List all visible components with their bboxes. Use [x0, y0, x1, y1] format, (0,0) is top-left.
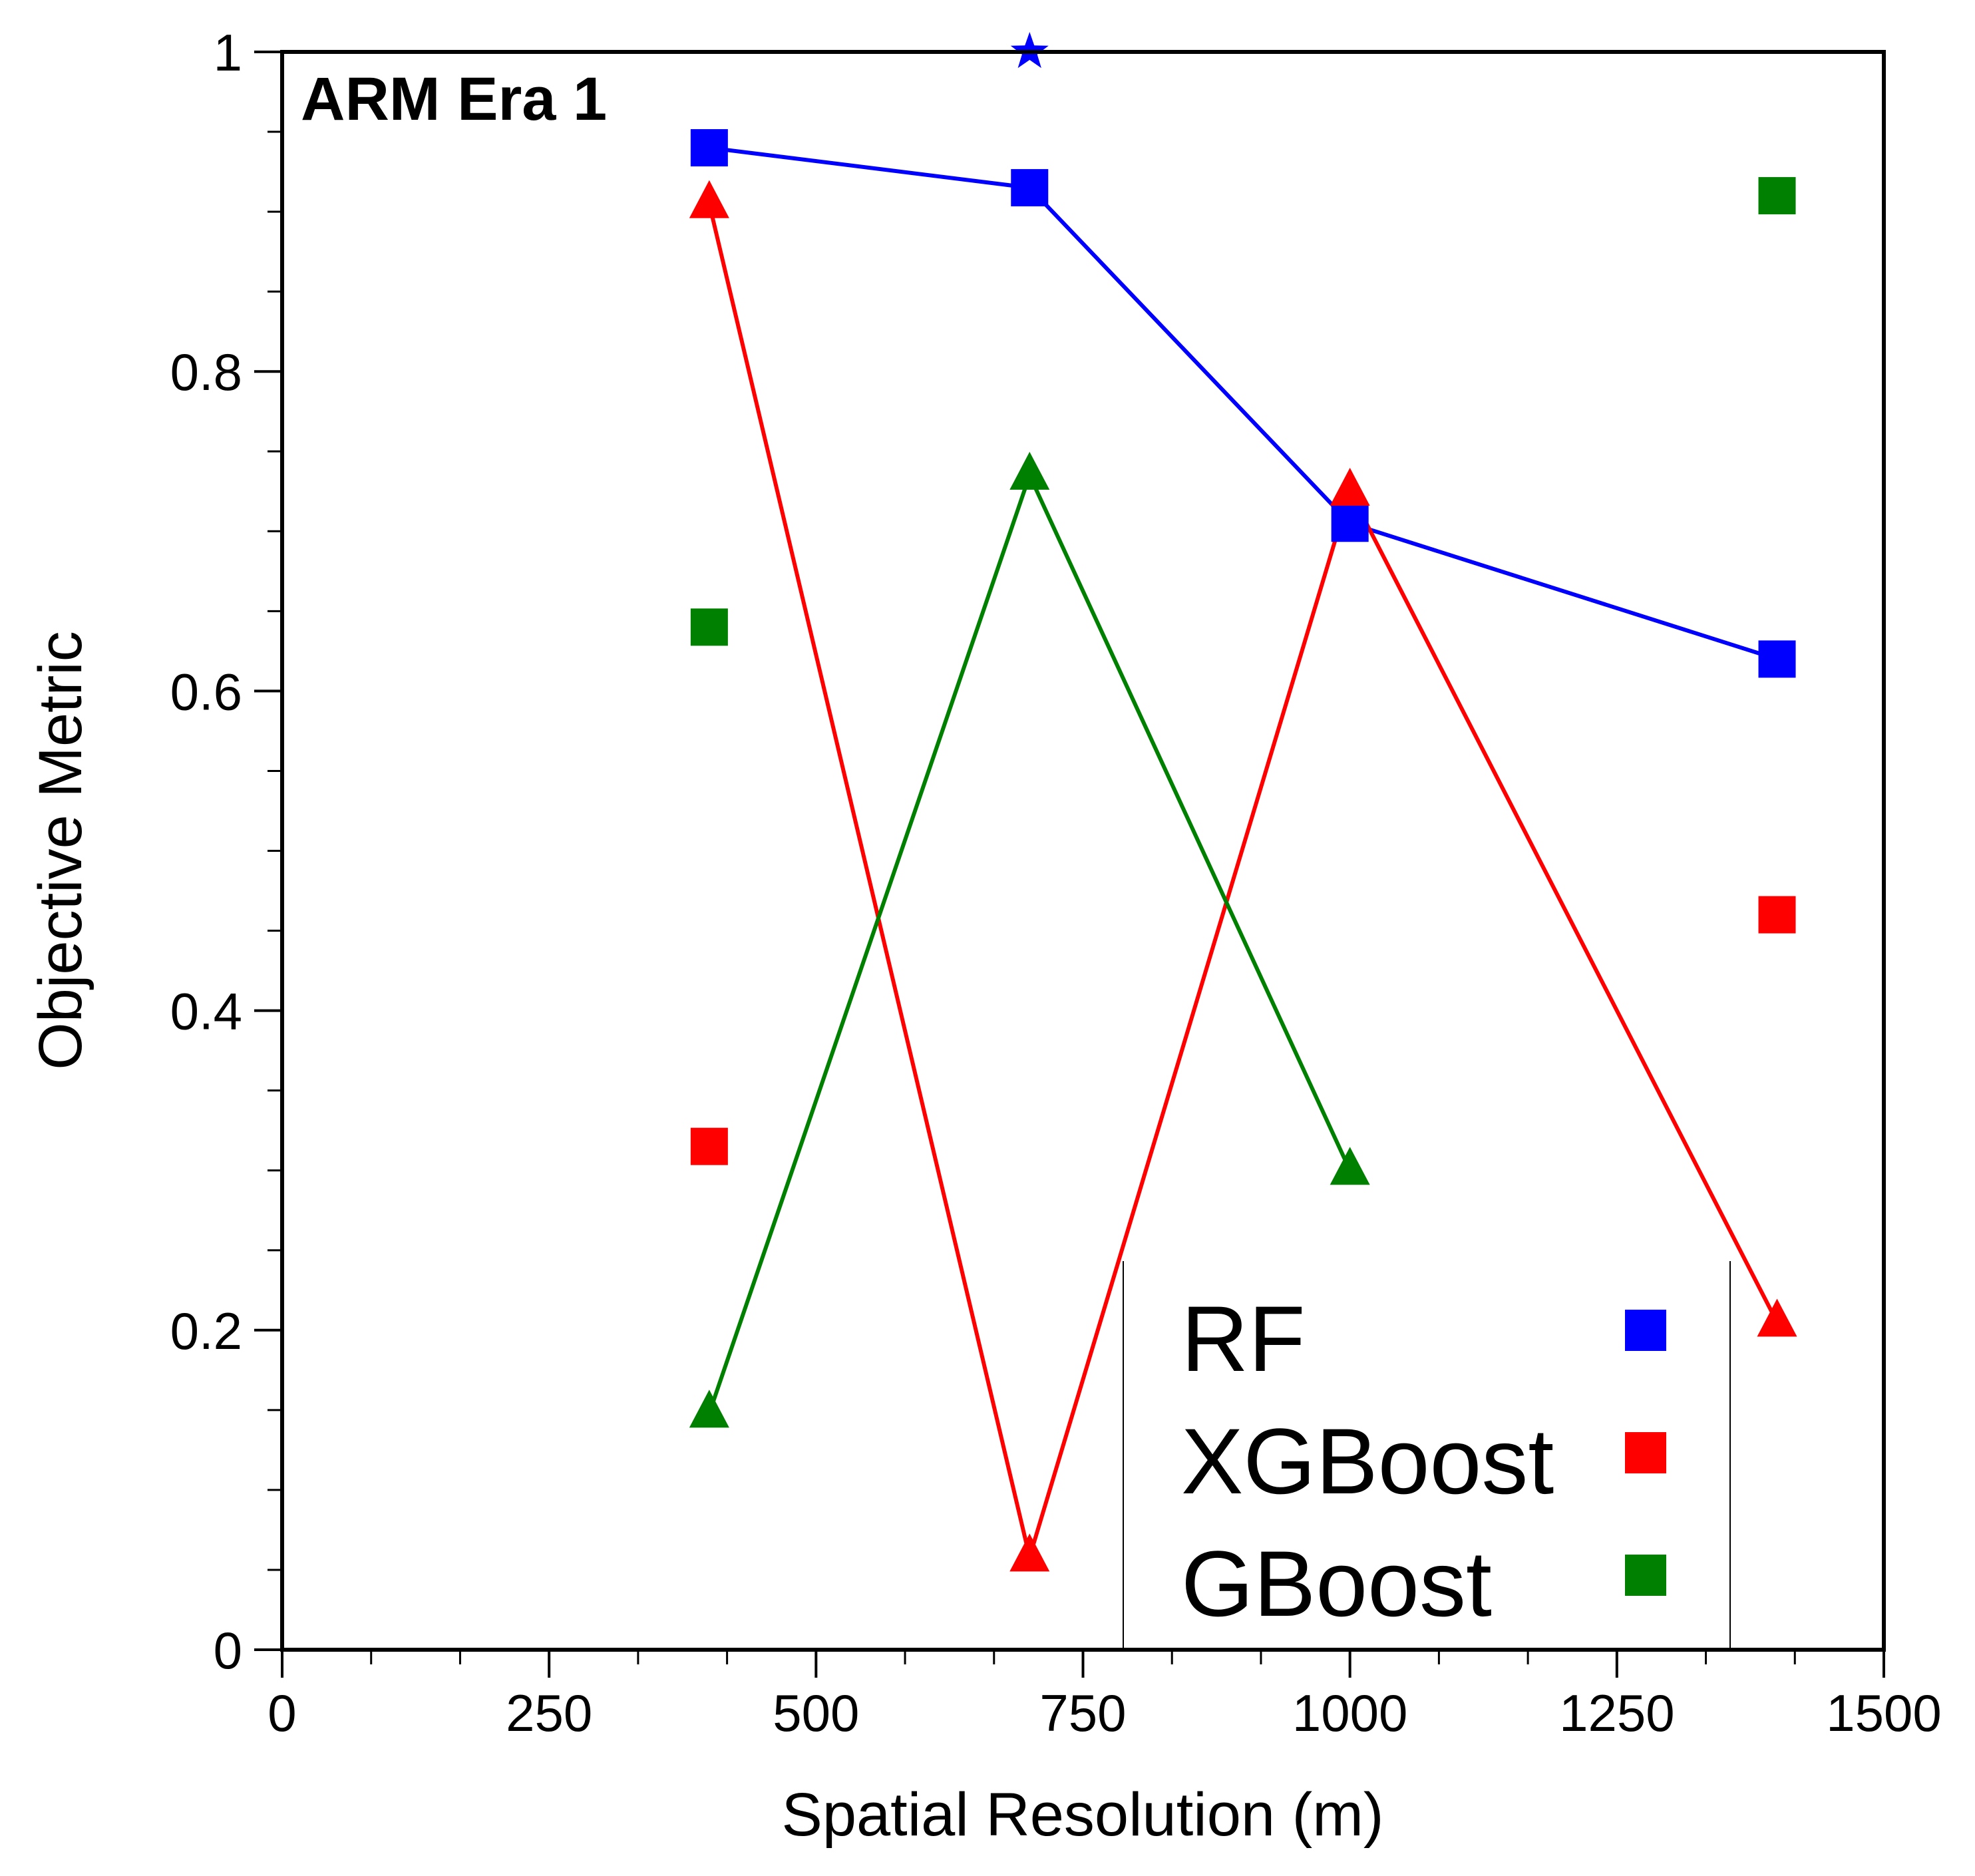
- x-tick-label: 1500: [1826, 1684, 1942, 1742]
- rf-line: [709, 146, 1778, 661]
- xgboost-triangle-point: [1757, 1298, 1797, 1337]
- xgboost-triangle-point: [689, 180, 729, 218]
- plot-frame: [280, 50, 1886, 1652]
- xgboost-square-point: [1758, 896, 1796, 934]
- y-tick-label: 1: [214, 23, 242, 82]
- x-tick-label: 250: [506, 1684, 592, 1742]
- rf-square-point: [1331, 504, 1369, 542]
- rf-square-point: [1758, 640, 1796, 678]
- y-tick-label: 0.8: [170, 343, 242, 401]
- legend-swatch-rf: [1625, 1310, 1666, 1351]
- legend-label-xgboost: XGBoost: [1181, 1409, 1554, 1513]
- legend-swatch-gboost: [1625, 1555, 1666, 1596]
- xgboost-line: [707, 203, 1779, 1559]
- xgboost-triangle-point: [1330, 467, 1370, 506]
- xgboost-triangle-point: [1009, 1533, 1050, 1572]
- legend-swatch-xgboost: [1625, 1432, 1666, 1473]
- x-tick-label: 500: [773, 1684, 859, 1742]
- legend-label-gboost: GBoost: [1181, 1531, 1492, 1636]
- x-axis-title: Spatial Resolution (m): [781, 1781, 1383, 1849]
- gboost-triangle-point: [1330, 1147, 1370, 1185]
- x-tick-label: 0: [268, 1684, 296, 1742]
- y-tick-label: 0.4: [170, 982, 242, 1041]
- y-tick-label: 0.6: [170, 662, 242, 721]
- series-markers: [689, 32, 1797, 1572]
- rf-square-point: [1011, 169, 1049, 207]
- x-tick-label: 1000: [1292, 1684, 1408, 1742]
- tick-labels: 0 250 500 750 1000 1250 1500 0 0.2 0.4 0.6 0.8 1: [170, 23, 1942, 1742]
- legend: RF XGBoost GBoost: [1123, 1261, 1731, 1650]
- xgboost-square-point: [690, 1127, 728, 1165]
- y-tick-label: 0.2: [170, 1302, 242, 1360]
- minor-ticks: [268, 130, 1796, 1664]
- rf-square-point: [690, 129, 728, 167]
- major-ticks: [254, 51, 1885, 1678]
- y-axis-title: Objective Metric: [27, 631, 94, 1070]
- gboost-square-point: [1758, 177, 1796, 215]
- y-tick-label: 0: [214, 1621, 242, 1680]
- x-tick-label: 750: [1039, 1684, 1126, 1742]
- x-tick-label: 1250: [1559, 1684, 1675, 1742]
- legend-label-rf: RF: [1181, 1286, 1306, 1391]
- gboost-triangle-point: [1009, 451, 1050, 490]
- panel-label: ARM Era 1: [301, 65, 607, 133]
- gboost-triangle-point: [689, 1390, 729, 1428]
- gboost-square-point: [690, 608, 728, 646]
